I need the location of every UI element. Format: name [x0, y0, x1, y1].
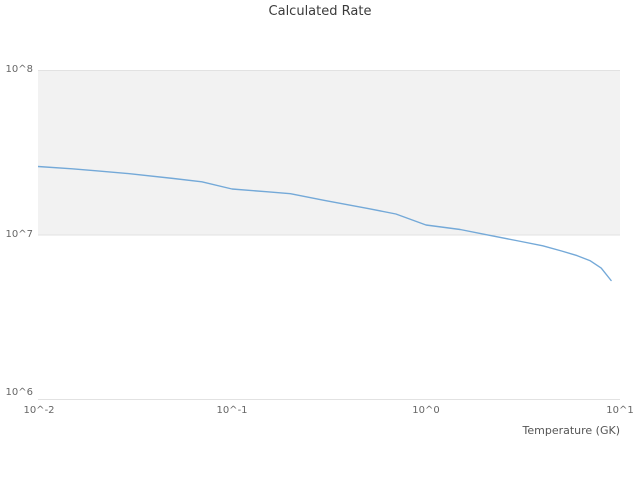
y-tick-1e6: 10^6	[5, 387, 33, 398]
y-tick-1e7: 10^7	[5, 229, 33, 240]
y-tick-1e8: 10^8	[5, 64, 33, 75]
calculated-rate-line	[38, 165, 612, 282]
chart-title: Calculated Rate	[268, 4, 372, 19]
x-tick-1e1: 10^1	[606, 405, 634, 416]
rate-line-plot	[38, 70, 620, 400]
x-axis-title: Temperature (GK)	[522, 424, 621, 437]
decade-band-shading	[38, 70, 620, 235]
x-tick-1e-2: 10^-2	[23, 405, 55, 416]
x-tick-1e-1: 10^-1	[216, 405, 248, 416]
plot-area	[38, 70, 620, 400]
x-tick-1e0: 10^0	[412, 405, 440, 416]
